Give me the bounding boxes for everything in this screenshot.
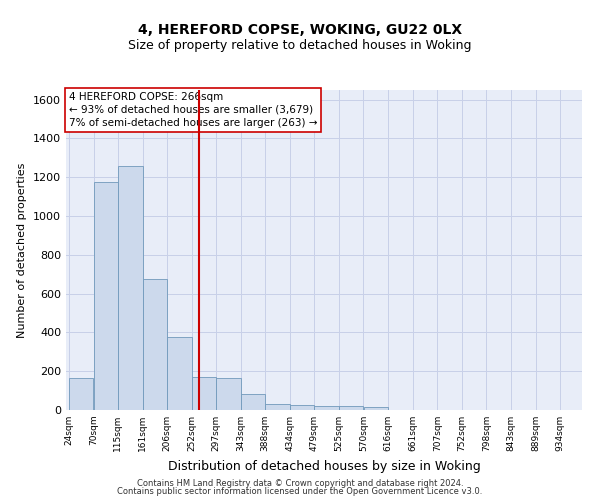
Text: Contains HM Land Registry data © Crown copyright and database right 2024.: Contains HM Land Registry data © Crown c… (137, 478, 463, 488)
Text: Size of property relative to detached houses in Woking: Size of property relative to detached ho… (128, 39, 472, 52)
Bar (118, 166, 143, 410)
Bar (216, 378, 241, 410)
Text: 4 HEREFORD COPSE: 266sqm
← 93% of detached houses are smaller (3,679)
7% of semi: 4 HEREFORD COPSE: 266sqm ← 93% of detach… (68, 92, 317, 128)
Bar (94, 182, 118, 410)
X-axis label: Distribution of detached houses by size in Woking: Distribution of detached houses by size … (167, 460, 481, 472)
Text: Contains public sector information licensed under the Open Government Licence v3: Contains public sector information licen… (118, 487, 482, 496)
Y-axis label: Number of detached properties: Number of detached properties (17, 162, 28, 338)
Text: 4, HEREFORD COPSE, WOKING, GU22 0LX: 4, HEREFORD COPSE, WOKING, GU22 0LX (138, 22, 462, 36)
Bar (265, 404, 290, 410)
Bar (339, 406, 363, 410)
Bar (167, 338, 191, 410)
Bar (314, 406, 339, 410)
Bar (290, 405, 314, 410)
Bar (364, 407, 388, 410)
Bar (69, 378, 94, 410)
Bar (241, 394, 265, 410)
Bar (143, 279, 167, 410)
Bar (192, 377, 216, 410)
